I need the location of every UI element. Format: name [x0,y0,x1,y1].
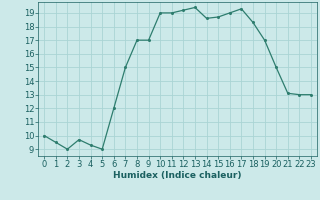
X-axis label: Humidex (Indice chaleur): Humidex (Indice chaleur) [113,171,242,180]
